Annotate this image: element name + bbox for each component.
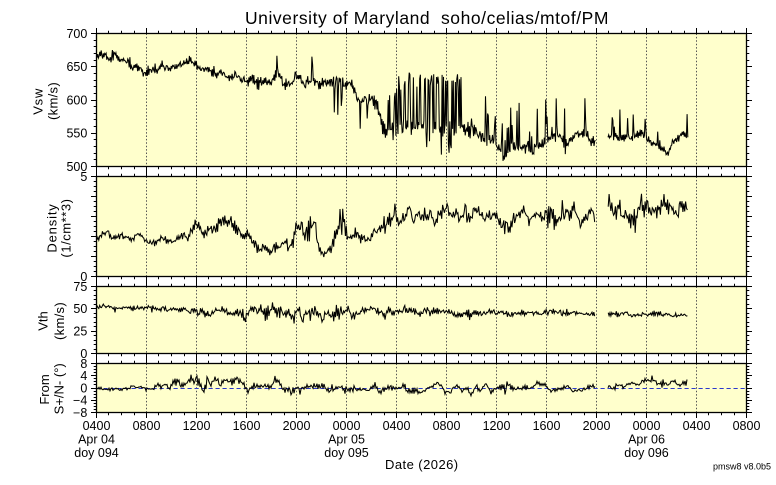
svg-text:0400: 0400 bbox=[683, 419, 711, 433]
svg-text:Density: Density bbox=[45, 203, 60, 252]
svg-text:1600: 1600 bbox=[533, 419, 561, 433]
svg-text:S+/N- (°): S+/N- (°) bbox=[51, 363, 66, 414]
svg-text:0800: 0800 bbox=[733, 419, 761, 433]
svg-text:2000: 2000 bbox=[283, 419, 311, 433]
svg-text:Apr 05: Apr 05 bbox=[328, 433, 365, 447]
svg-text:Vsw: Vsw bbox=[31, 88, 46, 115]
svg-text:500: 500 bbox=[66, 160, 87, 174]
svg-text:2000: 2000 bbox=[583, 419, 611, 433]
svg-text:Vth: Vth bbox=[36, 311, 51, 331]
svg-text:Date (2026): Date (2026) bbox=[385, 457, 459, 472]
svg-text:(km/s): (km/s) bbox=[45, 82, 60, 120]
svg-text:0: 0 bbox=[80, 381, 87, 395]
svg-text:0000: 0000 bbox=[333, 419, 361, 433]
svg-text:75: 75 bbox=[73, 280, 87, 294]
svg-text:−4: −4 bbox=[73, 394, 87, 408]
svg-text:University of Maryland soho/c: University of Maryland soho/celias/mtof/… bbox=[245, 8, 609, 28]
svg-text:5: 5 bbox=[80, 170, 87, 184]
svg-text:doy 094: doy 094 bbox=[74, 446, 119, 460]
svg-text:(1/cm**3): (1/cm**3) bbox=[58, 198, 73, 257]
svg-text:8: 8 bbox=[80, 357, 87, 371]
svg-text:(km/s): (km/s) bbox=[52, 302, 67, 340]
svg-text:0000: 0000 bbox=[633, 419, 661, 433]
svg-text:−8: −8 bbox=[73, 406, 87, 420]
svg-text:doy 096: doy 096 bbox=[624, 446, 669, 460]
svg-text:1600: 1600 bbox=[233, 419, 261, 433]
svg-text:0: 0 bbox=[80, 347, 87, 361]
svg-text:25: 25 bbox=[73, 325, 87, 339]
svg-text:0800: 0800 bbox=[133, 419, 161, 433]
svg-text:4: 4 bbox=[80, 369, 87, 383]
svg-text:0400: 0400 bbox=[383, 419, 411, 433]
svg-text:650: 650 bbox=[66, 60, 87, 74]
svg-text:700: 700 bbox=[66, 27, 87, 41]
svg-text:Apr 06: Apr 06 bbox=[628, 433, 665, 447]
svg-text:From: From bbox=[37, 374, 52, 404]
svg-text:550: 550 bbox=[66, 127, 87, 141]
svg-text:doy 095: doy 095 bbox=[324, 446, 369, 460]
svg-text:1200: 1200 bbox=[183, 419, 211, 433]
svg-text:0800: 0800 bbox=[433, 419, 461, 433]
svg-text:600: 600 bbox=[66, 93, 87, 107]
svg-text:0: 0 bbox=[80, 270, 87, 284]
svg-text:pmsw8 v8.0b5: pmsw8 v8.0b5 bbox=[713, 462, 771, 472]
svg-text:1200: 1200 bbox=[483, 419, 511, 433]
svg-text:50: 50 bbox=[73, 302, 87, 316]
svg-text:Apr 04: Apr 04 bbox=[78, 433, 115, 447]
svg-text:0400: 0400 bbox=[83, 419, 111, 433]
